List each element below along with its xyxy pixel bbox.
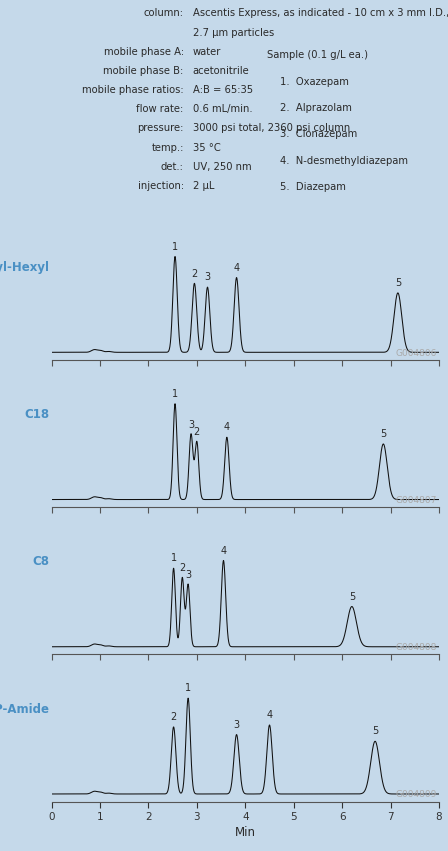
Text: 5: 5	[395, 278, 401, 288]
Text: mobile phase A:: mobile phase A:	[103, 47, 184, 57]
Text: 35 °C: 35 °C	[193, 143, 220, 152]
Text: G004808: G004808	[396, 643, 437, 652]
Text: water: water	[193, 47, 221, 57]
Text: 4: 4	[233, 263, 240, 273]
Text: G004809: G004809	[396, 791, 437, 799]
Text: 3: 3	[185, 569, 191, 580]
Text: temp.:: temp.:	[151, 143, 184, 152]
Text: G004807: G004807	[396, 496, 437, 505]
Text: 5: 5	[349, 591, 355, 602]
Text: 3000 psi total, 2360 psi column: 3000 psi total, 2360 psi column	[193, 123, 350, 134]
Text: 3: 3	[188, 420, 194, 430]
Text: mobile phase ratios:: mobile phase ratios:	[82, 85, 184, 95]
Text: 1: 1	[171, 553, 177, 563]
Text: 2 μL: 2 μL	[193, 181, 214, 191]
Text: Sample (0.1 g/L ea.): Sample (0.1 g/L ea.)	[267, 50, 367, 60]
Text: pressure:: pressure:	[137, 123, 184, 134]
Text: 3: 3	[233, 720, 240, 730]
Text: 4: 4	[220, 545, 227, 556]
Text: 5: 5	[380, 429, 387, 439]
Text: 2: 2	[194, 427, 200, 437]
Text: 5.  Diazepam: 5. Diazepam	[280, 182, 346, 192]
Text: 2.7 μm particles: 2.7 μm particles	[193, 27, 274, 37]
Text: 4: 4	[224, 422, 230, 432]
Text: flow rate:: flow rate:	[137, 104, 184, 114]
Text: 2: 2	[179, 563, 185, 573]
Text: 1: 1	[185, 683, 191, 694]
Text: 2: 2	[170, 712, 177, 722]
Text: RP-Amide: RP-Amide	[0, 703, 50, 716]
Text: 3: 3	[204, 272, 211, 283]
Text: 2: 2	[191, 269, 198, 278]
Text: 2.  Alprazolam: 2. Alprazolam	[280, 103, 352, 113]
Text: Ascentis Express, as indicated - 10 cm x 3 mm I.D.,: Ascentis Express, as indicated - 10 cm x…	[193, 9, 448, 19]
Text: mobile phase B:: mobile phase B:	[103, 66, 184, 76]
Text: G004806: G004806	[396, 349, 437, 357]
Text: 1: 1	[172, 242, 178, 252]
X-axis label: Min: Min	[235, 826, 256, 839]
Text: 4.  N-desmethyldiazepam: 4. N-desmethyldiazepam	[280, 156, 408, 166]
Text: injection:: injection:	[138, 181, 184, 191]
Text: C8: C8	[33, 556, 50, 568]
Text: acetonitrile: acetonitrile	[193, 66, 250, 76]
Text: UV, 250 nm: UV, 250 nm	[193, 162, 251, 172]
Text: Phenyl-Hexyl: Phenyl-Hexyl	[0, 261, 50, 274]
Text: 4: 4	[267, 711, 272, 720]
Text: 0.6 mL/min.: 0.6 mL/min.	[193, 104, 252, 114]
Text: 3.  Clonazepam: 3. Clonazepam	[280, 129, 357, 140]
Text: det.:: det.:	[161, 162, 184, 172]
Text: A:B = 65:35: A:B = 65:35	[193, 85, 253, 95]
Text: 1: 1	[172, 389, 178, 399]
Text: C18: C18	[25, 408, 50, 421]
Text: column:: column:	[144, 9, 184, 19]
Text: 5: 5	[372, 727, 378, 736]
Text: 1.  Oxazepam: 1. Oxazepam	[280, 77, 349, 87]
